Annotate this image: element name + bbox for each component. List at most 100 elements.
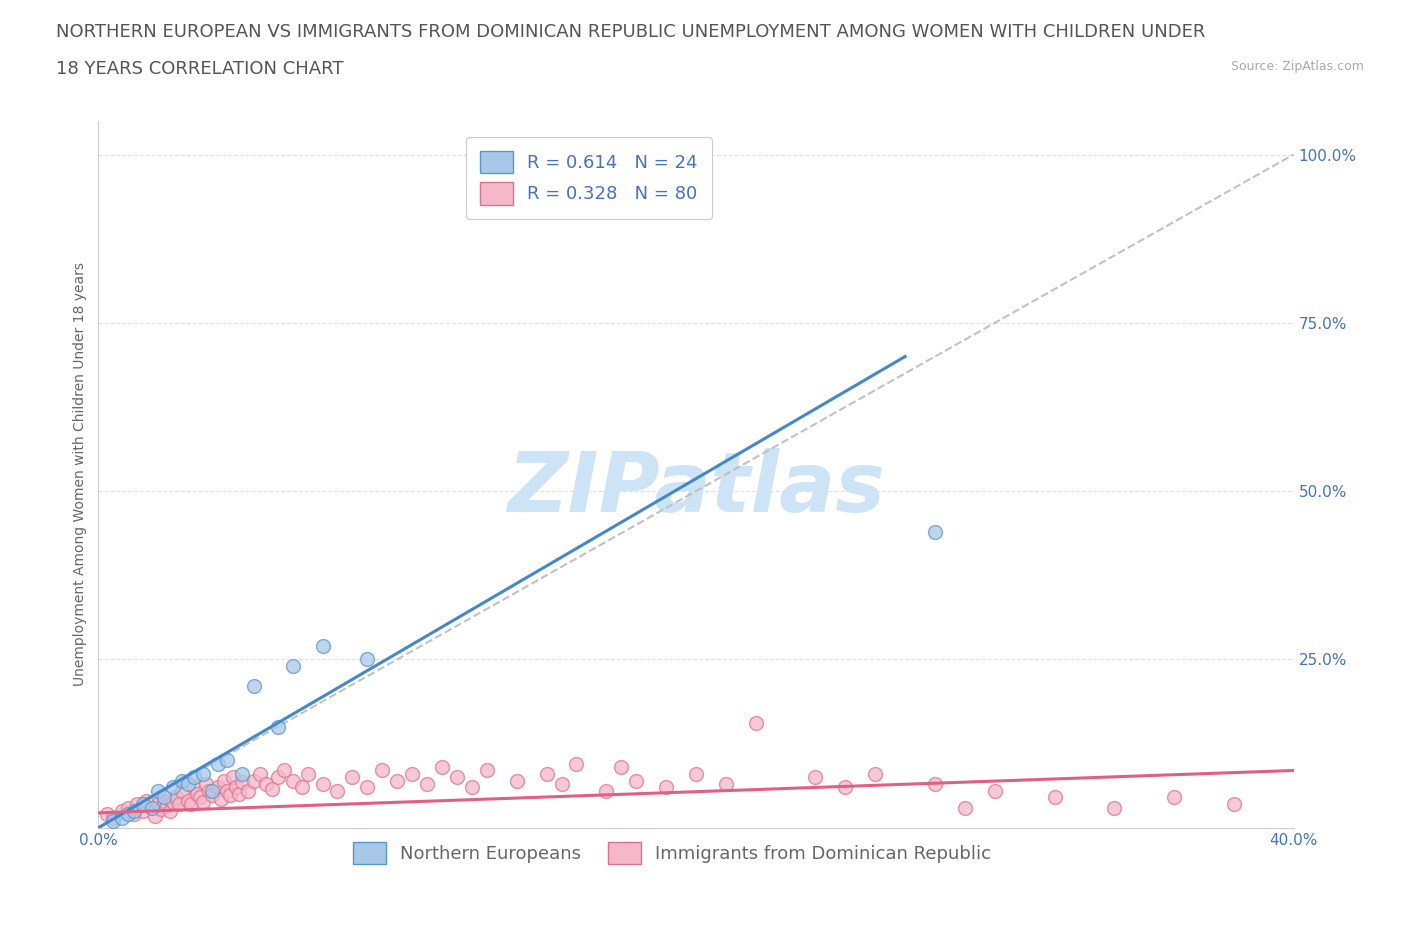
Point xyxy=(103,810,125,825)
Point xyxy=(446,770,468,785)
Point xyxy=(156,798,179,813)
Point xyxy=(225,780,247,795)
Point xyxy=(267,719,290,734)
Y-axis label: Unemployment Among Women with Children Under 18 years: Unemployment Among Women with Children U… xyxy=(73,262,87,686)
Point xyxy=(236,783,259,798)
Point xyxy=(96,807,118,822)
Point xyxy=(165,790,187,804)
Point xyxy=(172,783,194,798)
Point xyxy=(506,773,529,788)
Point xyxy=(132,797,155,812)
Point xyxy=(231,766,253,781)
Point xyxy=(159,804,181,818)
Point xyxy=(260,781,283,796)
Point xyxy=(191,794,214,809)
Point xyxy=(243,679,266,694)
Point xyxy=(162,780,184,795)
Point xyxy=(311,777,333,791)
Point xyxy=(714,777,737,791)
Point xyxy=(124,804,146,818)
Point xyxy=(536,766,558,781)
Point xyxy=(127,797,149,812)
Point xyxy=(254,777,277,791)
Text: 18 YEARS CORRELATION CHART: 18 YEARS CORRELATION CHART xyxy=(56,60,343,78)
Point xyxy=(215,753,238,768)
Point xyxy=(281,658,304,673)
Point xyxy=(1223,797,1246,812)
Point xyxy=(326,783,349,798)
Point xyxy=(342,770,364,785)
Point xyxy=(565,756,588,771)
Text: Source: ZipAtlas.com: Source: ZipAtlas.com xyxy=(1230,60,1364,73)
Point xyxy=(201,788,224,803)
Point xyxy=(207,780,229,795)
Point xyxy=(124,807,146,822)
Text: NORTHERN EUROPEAN VS IMMIGRANTS FROM DOMINICAN REPUBLIC UNEMPLOYMENT AMONG WOMEN: NORTHERN EUROPEAN VS IMMIGRANTS FROM DOM… xyxy=(56,23,1205,41)
Point xyxy=(371,763,394,777)
Point xyxy=(198,783,221,798)
Point xyxy=(183,770,205,785)
Point xyxy=(132,804,155,818)
Point xyxy=(111,810,134,825)
Point xyxy=(475,763,498,777)
Point xyxy=(209,792,232,807)
Point xyxy=(103,814,125,829)
Point xyxy=(865,766,887,781)
Point xyxy=(212,773,235,788)
Point xyxy=(135,793,157,808)
Point xyxy=(195,777,218,791)
Point xyxy=(243,773,266,788)
Point xyxy=(267,770,290,785)
Point xyxy=(141,800,163,815)
Point xyxy=(177,777,200,791)
Point xyxy=(610,760,633,775)
Point xyxy=(141,800,163,815)
Point xyxy=(215,783,238,798)
Point xyxy=(172,773,194,788)
Point xyxy=(834,780,856,795)
Point xyxy=(150,802,173,817)
Point xyxy=(745,716,768,731)
Legend: Northern Europeans, Immigrants from Dominican Republic: Northern Europeans, Immigrants from Domi… xyxy=(346,835,998,871)
Point xyxy=(162,794,184,809)
Point xyxy=(186,787,208,802)
Point xyxy=(219,788,242,803)
Point xyxy=(153,793,176,808)
Point xyxy=(180,797,202,812)
Point xyxy=(1043,790,1066,804)
Point xyxy=(385,773,409,788)
Point xyxy=(117,800,139,815)
Point xyxy=(291,780,314,795)
Point xyxy=(311,639,333,654)
Point xyxy=(148,783,170,798)
Point xyxy=(273,763,295,777)
Point xyxy=(655,780,678,795)
Point xyxy=(461,780,484,795)
Point xyxy=(475,180,498,195)
Point xyxy=(153,790,176,804)
Point xyxy=(249,766,271,781)
Point xyxy=(804,770,827,785)
Point xyxy=(207,756,229,771)
Point xyxy=(401,766,423,781)
Point xyxy=(111,804,134,818)
Point xyxy=(281,773,304,788)
Point xyxy=(177,793,200,808)
Point xyxy=(984,783,1007,798)
Point xyxy=(188,790,211,804)
Point xyxy=(416,777,439,791)
Point xyxy=(1104,800,1126,815)
Point xyxy=(595,783,617,798)
Point xyxy=(550,777,572,791)
Point xyxy=(191,766,214,781)
Point xyxy=(626,773,648,788)
Point xyxy=(924,525,946,539)
Point xyxy=(167,797,190,812)
Point xyxy=(356,652,378,667)
Point xyxy=(297,766,319,781)
Point xyxy=(228,787,250,802)
Point xyxy=(1163,790,1185,804)
Point xyxy=(924,777,946,791)
Point xyxy=(222,770,245,785)
Point xyxy=(356,780,378,795)
